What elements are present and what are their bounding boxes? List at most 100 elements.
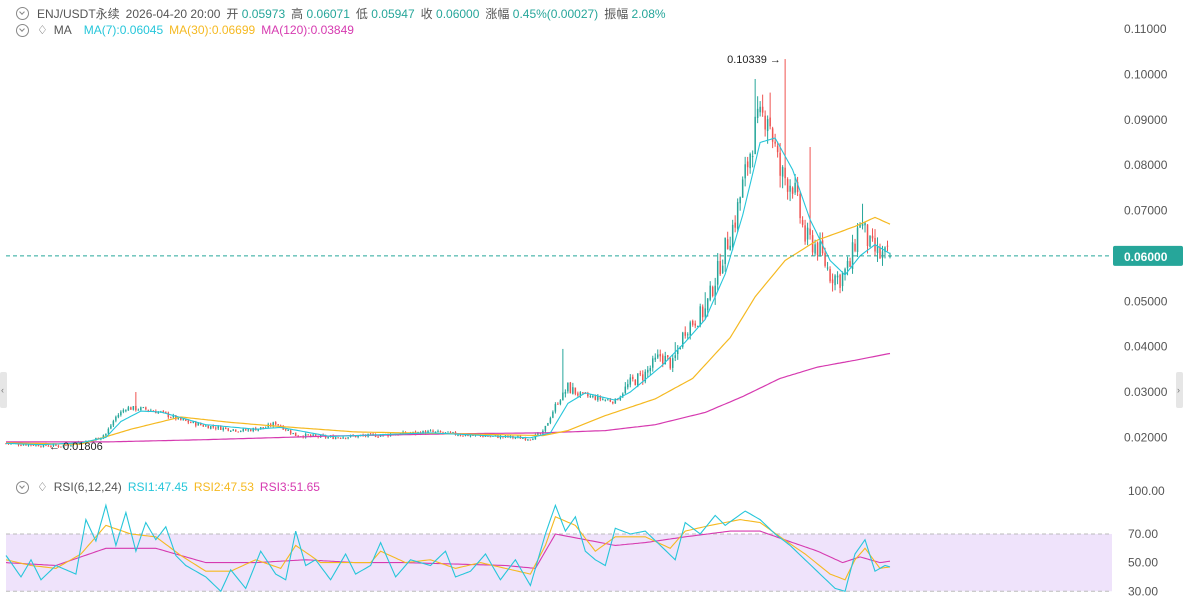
candle-body [574, 387, 577, 394]
scroll-left-handle[interactable]: ‹ [0, 372, 7, 408]
candle-body [671, 358, 674, 368]
candle-body [592, 396, 594, 398]
rsi-band-fill [6, 533, 1112, 592]
collapse-chevron-icon[interactable] [16, 23, 29, 37]
candle-body [589, 396, 592, 398]
candle-body [284, 429, 287, 431]
candle-body [239, 431, 242, 433]
candle-body [654, 357, 657, 360]
candle-body [130, 407, 132, 410]
candle-body [841, 272, 844, 287]
candle-body [287, 429, 289, 431]
candle-body [522, 438, 524, 440]
candle-body [854, 243, 856, 251]
candle-body [229, 430, 232, 432]
candle-body [180, 417, 182, 420]
candle-body [824, 253, 826, 266]
candle-body [289, 430, 292, 434]
candle-body [594, 396, 597, 400]
candle-body [514, 437, 517, 439]
candle-body [35, 444, 37, 446]
ma7-legend: MA(7):0.06045 [83, 23, 164, 37]
candle-body [112, 421, 115, 426]
candle-body [185, 419, 187, 421]
candle-body [207, 425, 210, 429]
candle-body [751, 156, 754, 158]
candle-body [627, 384, 629, 388]
close-value: 0.06000 [436, 7, 480, 21]
candle-body [452, 432, 454, 434]
candle-body [676, 349, 679, 355]
candle-body [679, 347, 681, 350]
candle-body [469, 435, 472, 437]
candle-body [499, 435, 502, 438]
candle-body [437, 430, 439, 432]
candle-body [724, 237, 726, 264]
candle-body [602, 399, 604, 401]
candle-body [694, 323, 696, 326]
candle-body [439, 431, 442, 433]
candle-body [40, 446, 42, 448]
candle-body [379, 435, 382, 437]
candle-body [614, 398, 617, 404]
ohlc-header: ENJ/USDT永续 2026-04-20 20:00 开 0.05973 高 … [16, 5, 666, 22]
candle-body [67, 444, 70, 446]
candle-body [849, 261, 851, 267]
bell-icon[interactable]: ♢ [37, 480, 48, 494]
candle-body [794, 182, 796, 193]
price-axis: 0.11000 0.10000 0.09000 0.08000 0.07000 0.060… [1124, 22, 1168, 598]
price-tick-label: 0.05000 [1124, 294, 1168, 308]
candle-body [22, 444, 25, 446]
candle-body [726, 239, 729, 250]
candle-body [482, 435, 484, 437]
low-value: 0.05947 [371, 7, 415, 21]
candle-body [50, 446, 52, 448]
candle-body [32, 444, 35, 446]
rsi-title: RSI(6,12,24) [53, 480, 122, 494]
candle-body [579, 392, 582, 397]
candle-body [37, 444, 40, 447]
scroll-right-handle[interactable]: › [1176, 372, 1183, 408]
candle-body [801, 220, 804, 225]
ma120-line [6, 352, 891, 443]
chevron-right-icon: › [1177, 385, 1180, 395]
candle-body [165, 411, 167, 413]
candle-body [172, 415, 175, 418]
candle-body [210, 426, 212, 429]
candle-body [754, 116, 756, 155]
candle-body [120, 411, 122, 416]
candle-body [756, 108, 759, 118]
candle-body [796, 182, 799, 193]
candle-body [739, 197, 741, 204]
candle-body [829, 269, 831, 282]
symbol-label: ENJ/USDT永续 [37, 7, 120, 21]
amplitude-value: 2.08% [631, 7, 666, 21]
candle-body [125, 410, 127, 412]
candle-body [544, 425, 547, 432]
candle-body [262, 427, 264, 429]
candle-body [297, 435, 299, 437]
candle-body [524, 437, 527, 440]
collapse-chevron-icon[interactable] [16, 480, 29, 494]
candle-body [629, 377, 632, 385]
candle-body [746, 161, 749, 168]
candle-body [779, 152, 781, 176]
candle-body [819, 241, 821, 256]
candle-body [632, 376, 634, 379]
rsi3-line [5, 530, 891, 569]
rsi-band [6, 533, 1112, 592]
collapse-chevron-icon[interactable] [16, 7, 29, 20]
candle-body [711, 286, 714, 296]
candle-body [569, 382, 572, 394]
bell-icon[interactable]: ♢ [37, 23, 48, 37]
candle-body [70, 445, 72, 447]
high-label: 高 [291, 7, 304, 21]
last-price-tag [1113, 245, 1183, 266]
candle-body [814, 244, 816, 254]
candle-body [549, 418, 552, 423]
rsi-tick-label: 70.00 [1128, 527, 1158, 541]
candle-body [562, 392, 564, 401]
candle-body [215, 427, 217, 429]
